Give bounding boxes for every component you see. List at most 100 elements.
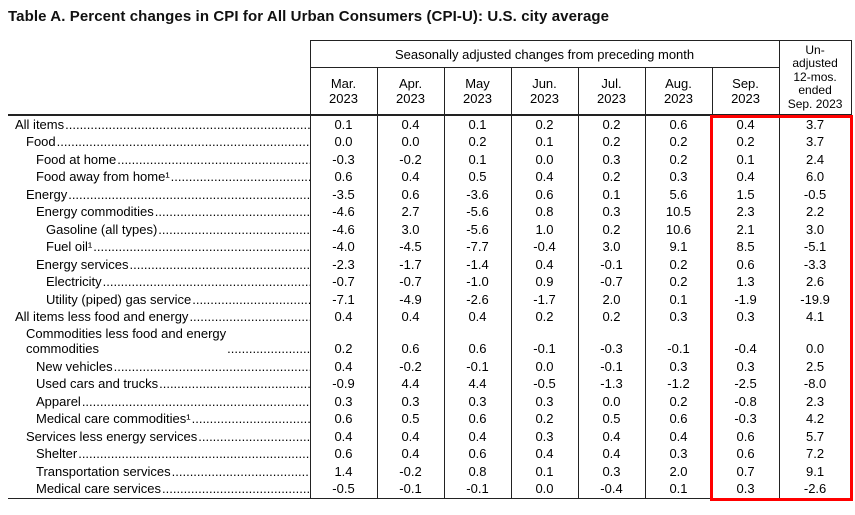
value-month: 4.4 xyxy=(443,375,512,393)
value-month: -0.1 xyxy=(443,357,512,375)
table-row: Shelter0.60.40.60.40.40.30.67.2 xyxy=(8,445,852,463)
value-12mo: 4.1 xyxy=(778,308,852,326)
month-header: Mar. 2023 xyxy=(309,67,378,116)
value-12mo: -0.5 xyxy=(778,185,852,203)
value-month: 0.2 xyxy=(644,273,713,291)
table-row: Medical care services-0.5-0.1-0.10.0-0.4… xyxy=(8,480,852,499)
value-month: -0.1 xyxy=(376,480,445,499)
row-label: Transportation services xyxy=(8,462,311,480)
value-month: 0.3 xyxy=(711,357,780,375)
value-month: 5.6 xyxy=(644,185,713,203)
value-month: 0.3 xyxy=(510,392,579,410)
dot-leader xyxy=(158,222,309,239)
value-month: -0.2 xyxy=(376,150,445,168)
dot-leader xyxy=(93,239,309,256)
value-month: 0.4 xyxy=(376,114,445,133)
value-month: 0.3 xyxy=(577,150,646,168)
dot-leader xyxy=(192,292,309,309)
value-month: 0.4 xyxy=(711,114,780,133)
value-12mo: -5.1 xyxy=(778,238,852,256)
value-month: 0.1 xyxy=(510,133,579,151)
row-label-text: Transportation services xyxy=(36,463,171,479)
value-month: -4.6 xyxy=(309,220,378,238)
dot-leader xyxy=(171,169,309,186)
table-row: Electricity-0.7-0.7-1.00.9-0.70.21.32.6 xyxy=(8,273,852,291)
value-month: -0.4 xyxy=(711,325,780,358)
value-12mo: 3.7 xyxy=(778,114,852,133)
row-label-text: All items less food and energy xyxy=(15,309,189,324)
value-month: 0.3 xyxy=(577,462,646,480)
table-row: Apparel0.30.30.30.30.00.2-0.82.3 xyxy=(8,392,852,410)
value-month: 0.1 xyxy=(644,290,713,308)
dot-leader xyxy=(57,134,309,151)
value-month: 0.3 xyxy=(443,392,512,410)
table-row: Utility (piped) gas service-7.1-4.9-2.6-… xyxy=(8,290,852,309)
header-row-months: Mar. 2023 Apr. 2023 May 2023 Jun. 2023 J… xyxy=(8,67,851,116)
value-month: 0.6 xyxy=(376,325,445,358)
value-month: 1.0 xyxy=(510,220,579,238)
value-month: -4.6 xyxy=(309,203,378,221)
unadjusted-column-header: Un- adjusted 12-mos. ended Sep. 2023 xyxy=(778,40,852,116)
table-row: New vehicles0.4-0.2-0.10.0-0.10.30.32.5 xyxy=(8,357,852,376)
value-month: 0.6 xyxy=(309,445,378,463)
corner-cell xyxy=(8,40,311,116)
row-label: Food away from home¹ xyxy=(8,168,311,186)
row-label: Used cars and trucks xyxy=(8,375,311,393)
value-month: 8.5 xyxy=(711,238,780,256)
value-month: -5.6 xyxy=(443,220,512,238)
month-header: Jun. 2023 xyxy=(510,67,579,116)
value-month: 0.4 xyxy=(711,168,780,186)
row-label: Food xyxy=(8,133,311,151)
row-label-text: Food at home xyxy=(36,151,117,167)
value-month: 0.4 xyxy=(376,445,445,463)
month-header: May 2023 xyxy=(443,67,512,116)
month-header: Jul. 2023 xyxy=(577,67,646,116)
table-row: Energy services -2.3-1.7-1.40.4-0.10.20.6… xyxy=(8,255,852,273)
value-12mo: 5.7 xyxy=(778,427,852,445)
value-month: -3.6 xyxy=(443,185,512,203)
row-label: Electricity xyxy=(8,273,311,291)
value-month: -2.5 xyxy=(711,375,780,393)
value-month: 0.4 xyxy=(309,308,378,326)
dot-leader xyxy=(155,204,309,221)
value-month: 0.2 xyxy=(577,220,646,238)
cpi-table: Seasonally adjusted changes from precedi… xyxy=(8,40,852,499)
table-row: Food0.00.00.20.10.20.20.23.7 xyxy=(8,133,852,151)
table-row: Gasoline (all types)-4.63.0-5.61.00.210.… xyxy=(8,220,852,239)
value-month: 0.2 xyxy=(644,133,713,151)
value-month: -0.3 xyxy=(309,150,378,168)
value-month: -0.5 xyxy=(510,375,579,393)
row-label-text: Electricity xyxy=(46,274,102,289)
dot-leader xyxy=(198,429,309,446)
row-label: Utility (piped) gas service xyxy=(8,290,311,309)
value-month: 0.0 xyxy=(510,357,579,375)
table-wrapper: Seasonally adjusted changes from precedi… xyxy=(8,40,853,501)
row-label: Commodities less food and energy commodi… xyxy=(8,325,311,358)
dot-leader xyxy=(117,152,309,169)
value-month: -7.7 xyxy=(443,238,512,256)
row-label-text: Utility (piped) gas service xyxy=(46,291,192,307)
row-label: Gasoline (all types) xyxy=(8,220,311,239)
value-month: 0.3 xyxy=(376,392,445,410)
table-title: Table A. Percent changes in CPI for All … xyxy=(8,8,610,25)
row-label-text: Gasoline (all types) xyxy=(46,221,158,237)
value-month: 0.3 xyxy=(711,480,780,499)
value-month: -1.7 xyxy=(510,290,579,308)
value-month: 0.3 xyxy=(644,308,713,326)
value-month: -1.9 xyxy=(711,290,780,308)
row-label: Energy xyxy=(8,185,311,203)
value-month: -0.1 xyxy=(644,325,713,358)
value-month: 0.1 xyxy=(577,185,646,203)
dot-leader xyxy=(114,359,309,376)
value-12mo: 4.2 xyxy=(778,410,852,428)
value-month: 0.2 xyxy=(577,133,646,151)
value-month: 0.6 xyxy=(376,185,445,203)
value-month: -4.5 xyxy=(376,238,445,256)
value-month: -2.3 xyxy=(309,255,378,273)
month-header: Sep. 2023 xyxy=(711,67,780,116)
value-12mo: 2.4 xyxy=(778,150,852,168)
value-month: 0.2 xyxy=(309,325,378,358)
value-month: 0.4 xyxy=(443,308,512,326)
value-month: 0.6 xyxy=(443,410,512,428)
value-month: 0.8 xyxy=(510,203,579,221)
